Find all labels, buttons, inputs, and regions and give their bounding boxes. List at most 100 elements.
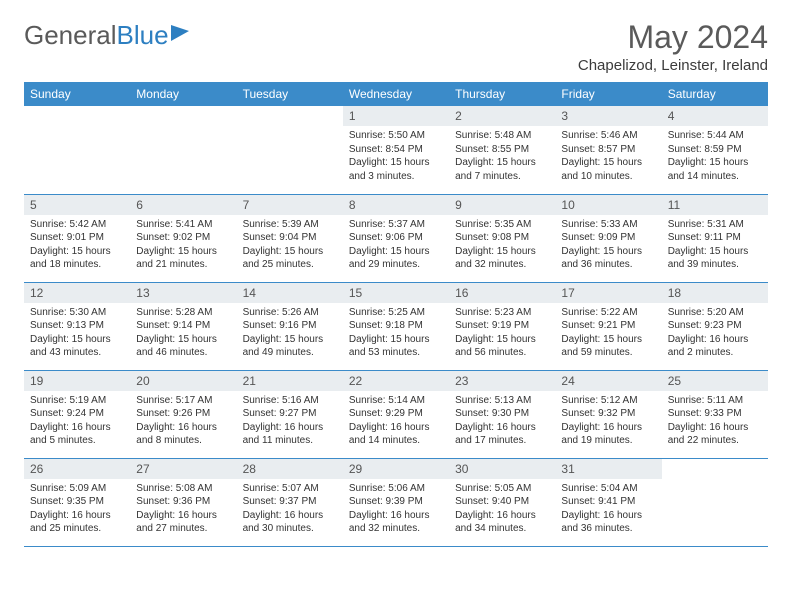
calendar-day-cell: 18Sunrise: 5:20 AMSunset: 9:23 PMDayligh… <box>662 282 768 370</box>
day-number: 30 <box>449 459 555 479</box>
day-details: Sunrise: 5:07 AMSunset: 9:37 PMDaylight:… <box>237 479 343 540</box>
brand-logo: GeneralBlue <box>24 20 189 51</box>
calendar-day-cell: 22Sunrise: 5:14 AMSunset: 9:29 PMDayligh… <box>343 370 449 458</box>
calendar-day-cell: 8Sunrise: 5:37 AMSunset: 9:06 PMDaylight… <box>343 194 449 282</box>
day-number: 23 <box>449 371 555 391</box>
day-details: Sunrise: 5:04 AMSunset: 9:41 PMDaylight:… <box>555 479 661 540</box>
brand-part1: General <box>24 20 117 51</box>
calendar-day-cell: 3Sunrise: 5:46 AMSunset: 8:57 PMDaylight… <box>555 106 661 194</box>
calendar-day-cell: 1Sunrise: 5:50 AMSunset: 8:54 PMDaylight… <box>343 106 449 194</box>
day-number-empty <box>130 106 236 126</box>
calendar-day-cell: 30Sunrise: 5:05 AMSunset: 9:40 PMDayligh… <box>449 458 555 546</box>
title-block: May 2024 Chapelizod, Leinster, Ireland <box>578 20 768 74</box>
day-number: 1 <box>343 106 449 126</box>
day-number: 5 <box>24 195 130 215</box>
calendar-day-cell <box>237 106 343 194</box>
day-number: 31 <box>555 459 661 479</box>
calendar-day-cell: 29Sunrise: 5:06 AMSunset: 9:39 PMDayligh… <box>343 458 449 546</box>
day-details: Sunrise: 5:23 AMSunset: 9:19 PMDaylight:… <box>449 303 555 364</box>
day-number: 28 <box>237 459 343 479</box>
day-details: Sunrise: 5:13 AMSunset: 9:30 PMDaylight:… <box>449 391 555 452</box>
day-number: 25 <box>662 371 768 391</box>
day-number-empty <box>662 459 768 479</box>
calendar-day-cell: 24Sunrise: 5:12 AMSunset: 9:32 PMDayligh… <box>555 370 661 458</box>
day-details: Sunrise: 5:08 AMSunset: 9:36 PMDaylight:… <box>130 479 236 540</box>
weekday-header: Monday <box>130 82 236 106</box>
calendar-day-cell: 11Sunrise: 5:31 AMSunset: 9:11 PMDayligh… <box>662 194 768 282</box>
day-number: 24 <box>555 371 661 391</box>
day-number: 9 <box>449 195 555 215</box>
day-details: Sunrise: 5:16 AMSunset: 9:27 PMDaylight:… <box>237 391 343 452</box>
calendar-day-cell: 15Sunrise: 5:25 AMSunset: 9:18 PMDayligh… <box>343 282 449 370</box>
weekday-header: Friday <box>555 82 661 106</box>
day-number: 22 <box>343 371 449 391</box>
day-number: 18 <box>662 283 768 303</box>
calendar-day-cell: 2Sunrise: 5:48 AMSunset: 8:55 PMDaylight… <box>449 106 555 194</box>
location-label: Chapelizod, Leinster, Ireland <box>578 57 768 74</box>
day-number: 17 <box>555 283 661 303</box>
day-details: Sunrise: 5:46 AMSunset: 8:57 PMDaylight:… <box>555 126 661 187</box>
logo-triangle-icon <box>171 25 189 41</box>
weekday-header: Thursday <box>449 82 555 106</box>
day-details: Sunrise: 5:31 AMSunset: 9:11 PMDaylight:… <box>662 215 768 276</box>
calendar-day-cell: 6Sunrise: 5:41 AMSunset: 9:02 PMDaylight… <box>130 194 236 282</box>
day-details: Sunrise: 5:39 AMSunset: 9:04 PMDaylight:… <box>237 215 343 276</box>
day-details: Sunrise: 5:37 AMSunset: 9:06 PMDaylight:… <box>343 215 449 276</box>
day-details: Sunrise: 5:28 AMSunset: 9:14 PMDaylight:… <box>130 303 236 364</box>
month-title: May 2024 <box>578 20 768 55</box>
day-details: Sunrise: 5:19 AMSunset: 9:24 PMDaylight:… <box>24 391 130 452</box>
calendar-day-cell: 12Sunrise: 5:30 AMSunset: 9:13 PMDayligh… <box>24 282 130 370</box>
day-details: Sunrise: 5:25 AMSunset: 9:18 PMDaylight:… <box>343 303 449 364</box>
calendar-day-cell: 17Sunrise: 5:22 AMSunset: 9:21 PMDayligh… <box>555 282 661 370</box>
calendar-day-cell: 27Sunrise: 5:08 AMSunset: 9:36 PMDayligh… <box>130 458 236 546</box>
calendar-day-cell <box>24 106 130 194</box>
brand-part2: Blue <box>117 20 169 51</box>
weekday-header: Sunday <box>24 82 130 106</box>
day-details: Sunrise: 5:22 AMSunset: 9:21 PMDaylight:… <box>555 303 661 364</box>
day-details: Sunrise: 5:26 AMSunset: 9:16 PMDaylight:… <box>237 303 343 364</box>
calendar-day-cell: 4Sunrise: 5:44 AMSunset: 8:59 PMDaylight… <box>662 106 768 194</box>
day-details: Sunrise: 5:09 AMSunset: 9:35 PMDaylight:… <box>24 479 130 540</box>
weekday-header: Saturday <box>662 82 768 106</box>
calendar-day-cell: 16Sunrise: 5:23 AMSunset: 9:19 PMDayligh… <box>449 282 555 370</box>
calendar-day-cell: 14Sunrise: 5:26 AMSunset: 9:16 PMDayligh… <box>237 282 343 370</box>
day-number: 10 <box>555 195 661 215</box>
day-number: 19 <box>24 371 130 391</box>
day-details: Sunrise: 5:44 AMSunset: 8:59 PMDaylight:… <box>662 126 768 187</box>
calendar-week-row: 19Sunrise: 5:19 AMSunset: 9:24 PMDayligh… <box>24 370 768 458</box>
day-details: Sunrise: 5:14 AMSunset: 9:29 PMDaylight:… <box>343 391 449 452</box>
day-number: 12 <box>24 283 130 303</box>
calendar-day-cell: 28Sunrise: 5:07 AMSunset: 9:37 PMDayligh… <box>237 458 343 546</box>
weekday-header: Tuesday <box>237 82 343 106</box>
calendar-day-cell <box>662 458 768 546</box>
day-details: Sunrise: 5:06 AMSunset: 9:39 PMDaylight:… <box>343 479 449 540</box>
day-number-empty <box>24 106 130 126</box>
calendar-day-cell: 26Sunrise: 5:09 AMSunset: 9:35 PMDayligh… <box>24 458 130 546</box>
day-details: Sunrise: 5:42 AMSunset: 9:01 PMDaylight:… <box>24 215 130 276</box>
calendar-day-cell: 19Sunrise: 5:19 AMSunset: 9:24 PMDayligh… <box>24 370 130 458</box>
day-details: Sunrise: 5:05 AMSunset: 9:40 PMDaylight:… <box>449 479 555 540</box>
day-number: 11 <box>662 195 768 215</box>
day-number: 20 <box>130 371 236 391</box>
day-details: Sunrise: 5:50 AMSunset: 8:54 PMDaylight:… <box>343 126 449 187</box>
day-number: 6 <box>130 195 236 215</box>
day-number: 16 <box>449 283 555 303</box>
day-details: Sunrise: 5:17 AMSunset: 9:26 PMDaylight:… <box>130 391 236 452</box>
day-number: 8 <box>343 195 449 215</box>
calendar-week-row: 5Sunrise: 5:42 AMSunset: 9:01 PMDaylight… <box>24 194 768 282</box>
day-number: 26 <box>24 459 130 479</box>
calendar-day-cell: 21Sunrise: 5:16 AMSunset: 9:27 PMDayligh… <box>237 370 343 458</box>
day-number: 27 <box>130 459 236 479</box>
day-number: 21 <box>237 371 343 391</box>
calendar-day-cell: 9Sunrise: 5:35 AMSunset: 9:08 PMDaylight… <box>449 194 555 282</box>
weekday-header-row: SundayMondayTuesdayWednesdayThursdayFrid… <box>24 82 768 106</box>
calendar-day-cell: 23Sunrise: 5:13 AMSunset: 9:30 PMDayligh… <box>449 370 555 458</box>
calendar-week-row: 26Sunrise: 5:09 AMSunset: 9:35 PMDayligh… <box>24 458 768 546</box>
day-details: Sunrise: 5:33 AMSunset: 9:09 PMDaylight:… <box>555 215 661 276</box>
day-number: 14 <box>237 283 343 303</box>
day-details: Sunrise: 5:30 AMSunset: 9:13 PMDaylight:… <box>24 303 130 364</box>
day-details: Sunrise: 5:12 AMSunset: 9:32 PMDaylight:… <box>555 391 661 452</box>
day-number: 29 <box>343 459 449 479</box>
day-details: Sunrise: 5:48 AMSunset: 8:55 PMDaylight:… <box>449 126 555 187</box>
day-number: 3 <box>555 106 661 126</box>
